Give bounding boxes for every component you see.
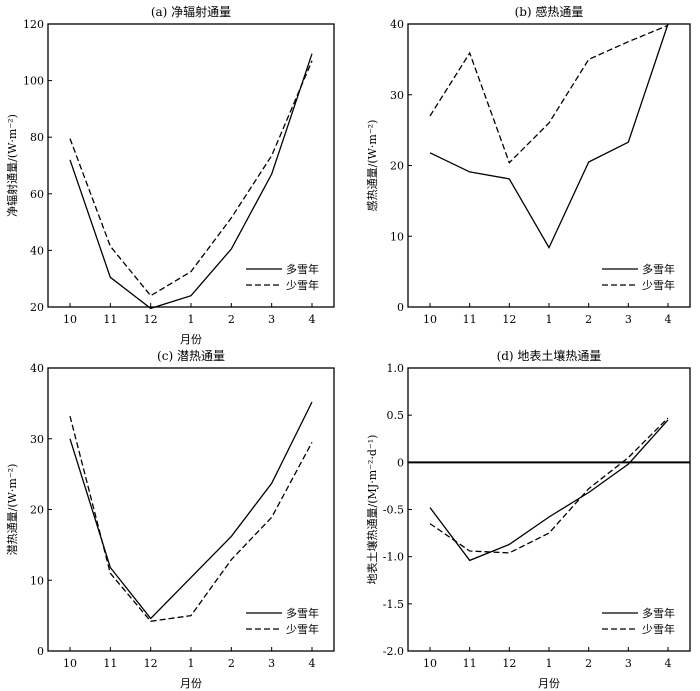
- y-tick-label: 20: [30, 504, 44, 517]
- series-line-1: [69, 60, 313, 297]
- x-tick-label: 4: [309, 313, 316, 326]
- y-tick-label: 80: [30, 131, 44, 144]
- plot-frame: [47, 23, 335, 308]
- x-tick-label: 2: [585, 313, 592, 326]
- x-tick-label: 1: [188, 657, 195, 670]
- x-tick-label: 4: [665, 313, 672, 326]
- x-axis-label: 月份: [538, 677, 560, 690]
- y-tick-label: 20: [390, 160, 404, 173]
- legend-label-1: 少雪年: [642, 622, 675, 636]
- y-tick-label: -2.0: [383, 645, 404, 658]
- y-axis-label: 感热通量/(W·m⁻²): [366, 120, 379, 212]
- legend-label-0: 多雪年: [642, 262, 675, 276]
- x-tick-label: 1: [188, 313, 195, 326]
- x-tick-label: 12: [502, 313, 516, 326]
- x-tick-label: 1: [546, 657, 553, 670]
- y-tick-label: 0.5: [387, 409, 405, 422]
- y-tick-label: 10: [30, 574, 44, 587]
- series-line-1: [429, 24, 669, 164]
- y-tick-label: 120: [23, 18, 44, 31]
- y-axis-label: 潜热通量/(W·m⁻²): [5, 464, 19, 556]
- y-tick-label: 0: [397, 456, 404, 469]
- x-tick-label: 12: [144, 313, 158, 326]
- legend-label-1: 少雪年: [286, 622, 319, 636]
- x-tick-label: 3: [625, 657, 632, 670]
- x-tick-label: 4: [309, 657, 316, 670]
- legend-label-1: 少雪年: [642, 278, 675, 292]
- series-line-0: [69, 401, 313, 620]
- x-tick-label: 2: [228, 657, 235, 670]
- legend-label-0: 多雪年: [286, 606, 319, 620]
- x-tick-label: 10: [423, 657, 437, 670]
- series-line-1: [429, 417, 669, 554]
- y-tick-label: 40: [30, 244, 44, 257]
- x-tick-label: 11: [463, 657, 477, 670]
- y-tick-label: 40: [390, 18, 404, 31]
- chart-title: (b) 感热通量: [515, 4, 584, 19]
- y-tick-label: -0.5: [383, 504, 404, 517]
- y-tick-label: 1.0: [387, 362, 405, 375]
- series-line-0: [69, 53, 313, 310]
- y-tick-label: 100: [23, 75, 44, 88]
- x-tick-label: 3: [268, 657, 275, 670]
- y-tick-label: 30: [30, 433, 44, 446]
- x-tick-label: 11: [463, 313, 477, 326]
- y-tick-label: -1.5: [383, 598, 404, 611]
- x-tick-label: 2: [585, 657, 592, 670]
- plot-frame: [47, 367, 335, 652]
- plot-frame: [407, 23, 691, 308]
- x-tick-label: 4: [665, 657, 672, 670]
- y-tick-label: 40: [30, 362, 44, 375]
- y-tick-label: -1.0: [383, 551, 404, 564]
- y-tick-label: 30: [390, 89, 404, 102]
- y-tick-label: 0: [37, 645, 44, 658]
- series-line-0: [429, 23, 669, 250]
- x-tick-label: 10: [423, 313, 437, 326]
- x-tick-label: 12: [502, 657, 516, 670]
- y-axis-label: 净辐射通量/(W·m⁻²): [5, 114, 19, 217]
- legend-label-0: 多雪年: [286, 262, 319, 276]
- y-axis-label: 地表土壤热通量/(MJ·m⁻²·d⁻¹): [365, 435, 379, 585]
- x-tick-label: 3: [268, 313, 275, 326]
- x-axis-label: 月份: [180, 677, 202, 690]
- y-tick-label: 20: [30, 301, 44, 314]
- chart-title: (a) 净辐射通量: [151, 4, 231, 19]
- y-tick-label: 0: [397, 301, 404, 314]
- x-tick-label: 2: [228, 313, 235, 326]
- x-tick-label: 11: [103, 313, 117, 326]
- chart-title: (c) 潜热通量: [157, 349, 225, 363]
- chart-title: (d) 地表土壤热通量: [497, 348, 602, 363]
- x-tick-label: 1: [546, 313, 553, 326]
- legend-label-1: 少雪年: [286, 278, 319, 292]
- series-line-1: [69, 415, 313, 622]
- y-tick-label: 60: [30, 188, 44, 201]
- plot-frame: [407, 367, 691, 652]
- series-line-0: [429, 419, 669, 562]
- x-tick-label: 10: [63, 657, 77, 670]
- x-tick-label: 10: [63, 313, 77, 326]
- x-tick-label: 3: [625, 313, 632, 326]
- legend-label-0: 多雪年: [642, 606, 675, 620]
- x-axis-label: 月份: [180, 333, 202, 346]
- x-tick-label: 11: [103, 657, 117, 670]
- x-tick-label: 12: [144, 657, 158, 670]
- y-tick-label: 10: [390, 230, 404, 243]
